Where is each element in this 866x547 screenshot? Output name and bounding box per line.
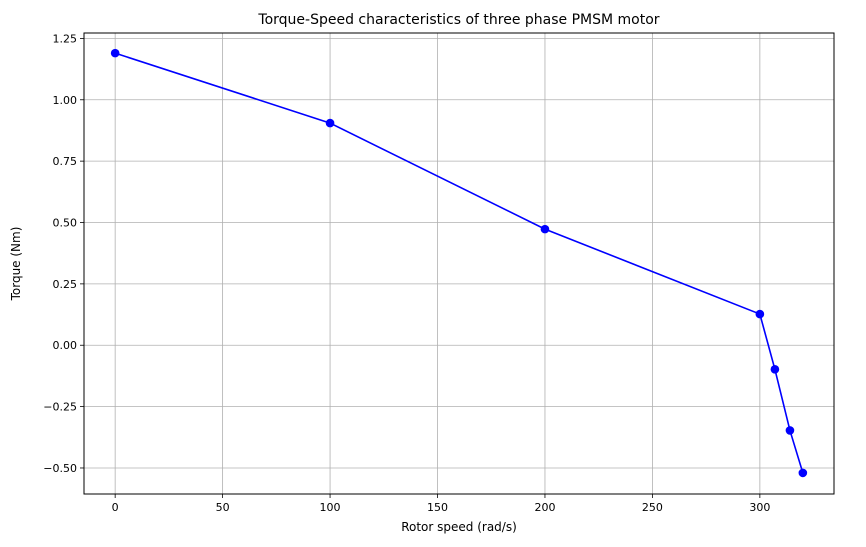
y-tick-label: 0.25 (53, 278, 78, 291)
x-tick-label: 300 (749, 501, 770, 514)
data-point (540, 224, 550, 234)
y-tick-label: 0.00 (53, 339, 78, 352)
y-tick-label: 1.00 (53, 94, 78, 107)
x-tick-label: 50 (216, 501, 230, 514)
x-axis-label: Rotor speed (rad/s) (401, 520, 517, 534)
series-group (110, 48, 808, 478)
y-tick-label: 0.75 (53, 155, 78, 168)
y-axis-label: Torque (Nm) (9, 227, 23, 302)
x-tick-label: 150 (427, 501, 448, 514)
data-point (785, 426, 795, 435)
y-tick-label: 1.25 (53, 32, 78, 45)
x-tick-label: 100 (320, 501, 341, 514)
y-tick-label: −0.25 (43, 401, 77, 414)
plot-frame (83, 32, 835, 495)
grid (84, 33, 834, 494)
x-tick-label: 0 (112, 501, 119, 514)
x-axis-ticks: 0 50 100 150 200 250 300 (112, 494, 770, 514)
data-point (770, 364, 780, 374)
data-point (798, 468, 808, 478)
data-point (755, 309, 765, 319)
chart-title: Torque-Speed characteristics of three ph… (257, 12, 659, 28)
data-point (110, 48, 120, 58)
x-tick-label: 200 (534, 501, 555, 514)
x-tick-label: 250 (642, 501, 663, 514)
y-tick-label: −0.50 (43, 462, 77, 475)
data-point (325, 118, 335, 128)
y-tick-label: 0.50 (53, 217, 78, 230)
y-axis-ticks: 1.25 1.00 0.75 0.50 0.25 0.00 −0.25 −0.50 (43, 32, 84, 475)
